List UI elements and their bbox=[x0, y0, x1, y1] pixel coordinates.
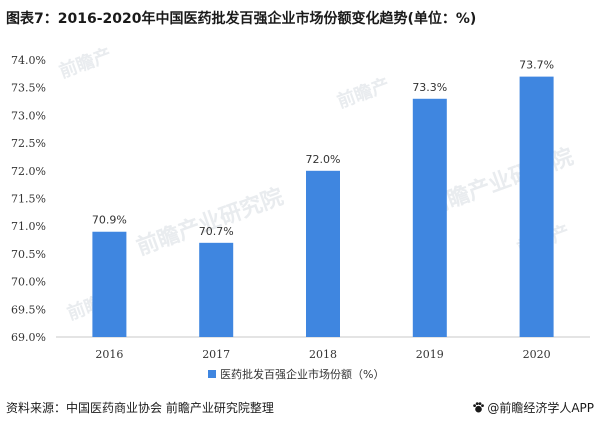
x-tick-label: 2018 bbox=[309, 348, 337, 361]
y-tick-label: 70.0% bbox=[11, 276, 46, 289]
x-tick-label: 2017 bbox=[202, 348, 230, 361]
y-tick-label: 72.0% bbox=[11, 165, 46, 178]
y-tick-label: 69.5% bbox=[11, 303, 46, 316]
x-tick-label: 2019 bbox=[416, 348, 444, 361]
data-label: 70.7% bbox=[199, 225, 234, 238]
y-tick-label: 71.5% bbox=[11, 193, 46, 206]
y-tick-label: 70.5% bbox=[11, 248, 46, 261]
data-label: 72.0% bbox=[306, 153, 341, 166]
data-labels-group: 70.9% 70.7% 72.0% 73.3% 73.7% bbox=[92, 59, 554, 238]
y-tick-label: 72.5% bbox=[11, 137, 46, 150]
data-label: 73.7% bbox=[519, 59, 554, 72]
watermark-text: 前瞻产 bbox=[334, 74, 392, 113]
bar bbox=[199, 242, 234, 337]
bars-group bbox=[92, 76, 554, 338]
x-tick-label: 2016 bbox=[95, 348, 123, 361]
legend-label: 医药批发百强企业市场份额（%） bbox=[220, 367, 384, 381]
chart-title: 图表7：2016-2020年中国医药批发百强企业市场份额变化趋势(单位：%) bbox=[6, 11, 477, 27]
legend: 医药批发百强企业市场份额（%） bbox=[208, 367, 384, 381]
y-tick-label: 74.0% bbox=[11, 54, 46, 67]
brand-text: @前瞻经济学人APP bbox=[487, 401, 594, 415]
x-axis: 2016 2017 2018 2019 2020 bbox=[56, 336, 590, 361]
bar bbox=[306, 170, 340, 337]
y-tick-label: 73.5% bbox=[11, 82, 46, 95]
data-label: 70.9% bbox=[92, 214, 127, 227]
source-text: 资料来源：中国医药商业协会 前瞻产业研究院整理 bbox=[6, 401, 274, 415]
watermark-text: 前瞻产 bbox=[56, 44, 114, 83]
y-tick-label: 69.0% bbox=[11, 331, 46, 344]
data-label: 73.3% bbox=[412, 81, 447, 94]
brand-credit: @前瞻经济学人APP bbox=[472, 399, 594, 416]
bar bbox=[519, 76, 554, 338]
y-tick-label: 73.0% bbox=[11, 109, 46, 122]
bar bbox=[92, 231, 127, 337]
y-axis: 69.0% 69.5% 70.0% 70.5% 71.0% 71.5% 72.0% 72.5%… bbox=[11, 54, 46, 344]
y-tick-label: 71.0% bbox=[11, 220, 46, 233]
bar bbox=[412, 98, 447, 337]
footer: 资料来源：中国医药商业协会 前瞻产业研究院整理 @前瞻经济学人APP bbox=[0, 396, 598, 426]
x-tick-label: 2020 bbox=[523, 348, 551, 361]
legend-swatch bbox=[208, 370, 216, 378]
paw-logo-icon bbox=[473, 402, 485, 413]
